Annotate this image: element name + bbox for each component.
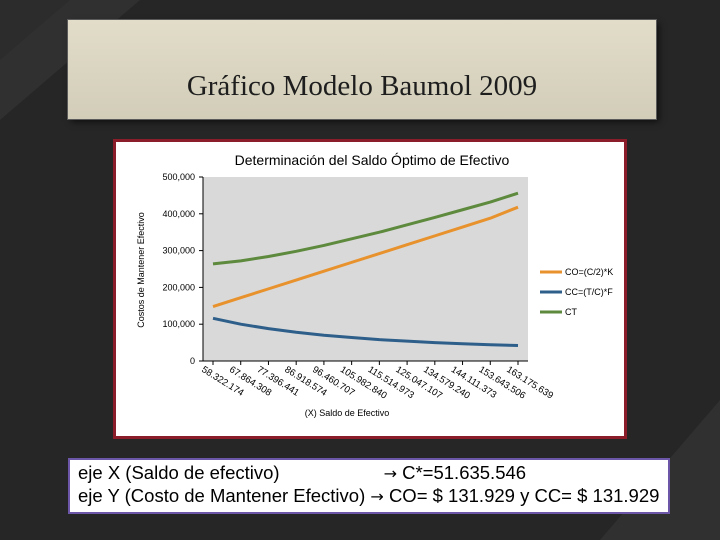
- legend-label: CC=(T/C)*F: [565, 287, 613, 297]
- y-tick-label: 0: [190, 356, 195, 366]
- series-line: [212, 205, 519, 308]
- chart-panel: Determinación del Saldo Óptimo de Efecti…: [113, 139, 627, 439]
- info-box: eje X (Saldo de efectivo) → C*=51.635.546…: [68, 458, 670, 514]
- y-tick-label: 300,000: [162, 246, 195, 256]
- y-tick-label: 400,000: [162, 209, 195, 219]
- title-banner: Gráfico Modelo Baumol 2009: [68, 20, 656, 119]
- y-tick-label: 200,000: [162, 282, 195, 292]
- legend-label: CO=(C/2)*K: [565, 267, 613, 277]
- info-line-x: eje X (Saldo de efectivo) → C*=51.635.546: [78, 462, 660, 485]
- x-axis-label: (X) Saldo de Efectivo: [305, 408, 390, 418]
- optimal-cash-value: C*=51.635.546: [402, 462, 527, 483]
- chart-title: Determinación del Saldo Óptimo de Efecti…: [235, 152, 510, 168]
- arrow-icon: →: [383, 464, 397, 483]
- x-axis-description: eje X (Saldo de efectivo): [78, 462, 280, 483]
- chart-svg: Determinación del Saldo Óptimo de Efecti…: [136, 152, 613, 418]
- cost-values: CO= $ 131.929 y CC= $ 131.929: [388, 485, 660, 506]
- series-line: [212, 191, 519, 266]
- legend-label: CT: [565, 307, 577, 317]
- arrow-icon: →: [370, 487, 384, 506]
- y-axis-label: Costos de Mantener Efectivo: [136, 212, 146, 328]
- info-line-y: eje Y (Costo de Mantener Efectivo) → CO=…: [78, 485, 660, 508]
- slide-title: Gráfico Modelo Baumol 2009: [186, 70, 538, 102]
- y-tick-label: 500,000: [162, 172, 195, 182]
- series-line: [212, 316, 519, 348]
- y-tick-label: 100,000: [162, 319, 195, 329]
- y-axis-description: eje Y (Costo de Mantener Efectivo): [78, 485, 366, 506]
